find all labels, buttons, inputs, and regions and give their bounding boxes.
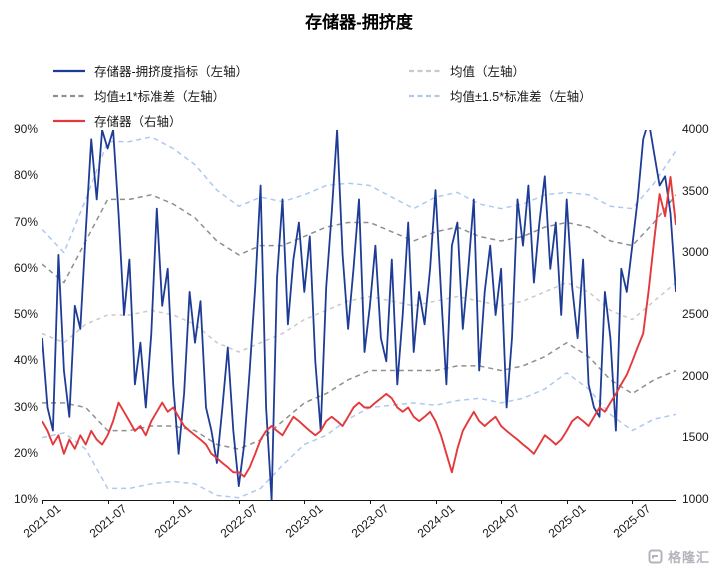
legend-label-indicator: 存储器-拥挤度指标（左轴） [94,65,249,79]
x-axis-tick [566,500,568,504]
y-axis-right-label: 3000 [682,245,709,260]
watermark-text: 格隆汇 [667,550,710,565]
legend-label-mean: 均值（左轴） [450,65,526,79]
x-axis-tick [107,500,109,504]
y-axis-left-label: 40% [13,353,38,368]
x-axis-line [42,500,676,501]
gelonghui-logo-icon [648,549,663,564]
x-axis-label: 2021-07 [86,501,129,541]
series-lower-1-std-line [42,341,676,450]
chart-title: 存储器-拥挤度 [305,13,413,32]
legend-dashed-gray-line-icon [409,69,441,72]
x-axis-tick [501,500,503,504]
legend-item-1std: 均值±1*标准差（左轴） [52,87,408,104]
y-axis-left-label: 70% [13,214,38,229]
y-axis-left-label: 20% [13,445,38,460]
x-axis-label: 2021-01 [20,501,64,541]
y-axis-left-label: 10% [13,492,38,506]
x-axis-tick [369,500,371,504]
y-axis-left-label: 30% [13,399,38,414]
x-axis-label: 2022-07 [217,501,261,541]
legend-solid-red-line-icon [53,119,85,122]
x-axis-label: 2025-01 [545,501,589,541]
legend-item-1p5std: 均值±1.5*标准差（左轴） [408,87,592,104]
legend-label-memory: 存储器（右轴） [94,115,182,129]
series-upper-1p5-std-line [42,136,676,254]
legend-label-1std: 均值±1*标准差（左轴） [94,90,226,104]
y-axis-right-label: 1500 [682,430,709,445]
legend: 存储器-拥挤度指标（左轴） 均值（左轴） 均值±1*标准差（左轴） 均值±1.5… [52,62,592,129]
x-axis-label: 2024-07 [479,501,523,541]
plot-area [42,130,676,500]
y-axis-right-label: 2000 [682,368,709,383]
y-axis-left-label: 90% [13,122,38,136]
legend-item-mean: 均值（左轴） [408,62,592,79]
y-axis-left-label: 80% [13,168,38,183]
x-axis-label: 2023-07 [348,501,392,541]
y-axis-left-label: 60% [13,260,38,275]
legend-dashed-lightblue-line-icon [409,94,441,97]
series-crowding-indicator-line [42,130,676,500]
x-axis-label: 2022-01 [151,501,195,541]
x-axis-label: 2025-07 [610,501,654,541]
legend-label-1p5std: 均值±1.5*标准差（左轴） [450,90,592,104]
y-axis-right-label: 2500 [682,307,709,321]
x-axis-label: 2024-01 [414,501,457,541]
y-axis-right-label: 3500 [682,183,709,198]
x-axis-tick [304,500,306,504]
x-axis-label: 2023-01 [282,501,326,541]
series-memory-line [42,175,676,478]
x-axis-tick [435,500,437,504]
legend-item-indicator: 存储器-拥挤度指标（左轴） [52,62,408,79]
legend-solid-blue-line-icon [53,69,85,72]
series-mean-line [42,281,676,353]
x-axis-tick [238,500,240,504]
y-axis-right-label: 4000 [682,122,709,136]
legend-item-memory: 存储器（右轴） [52,112,408,129]
watermark: 格隆汇 [648,547,710,566]
y-axis-left-label: 50% [13,307,38,321]
x-axis-tick [632,500,634,504]
y-axis-right-label: 1000 [682,492,709,506]
x-axis-tick [42,500,43,504]
x-axis-tick [173,500,175,504]
series-lower-1p5-std-line [42,372,676,499]
legend-dashed-darkgray-line-icon [53,94,85,97]
